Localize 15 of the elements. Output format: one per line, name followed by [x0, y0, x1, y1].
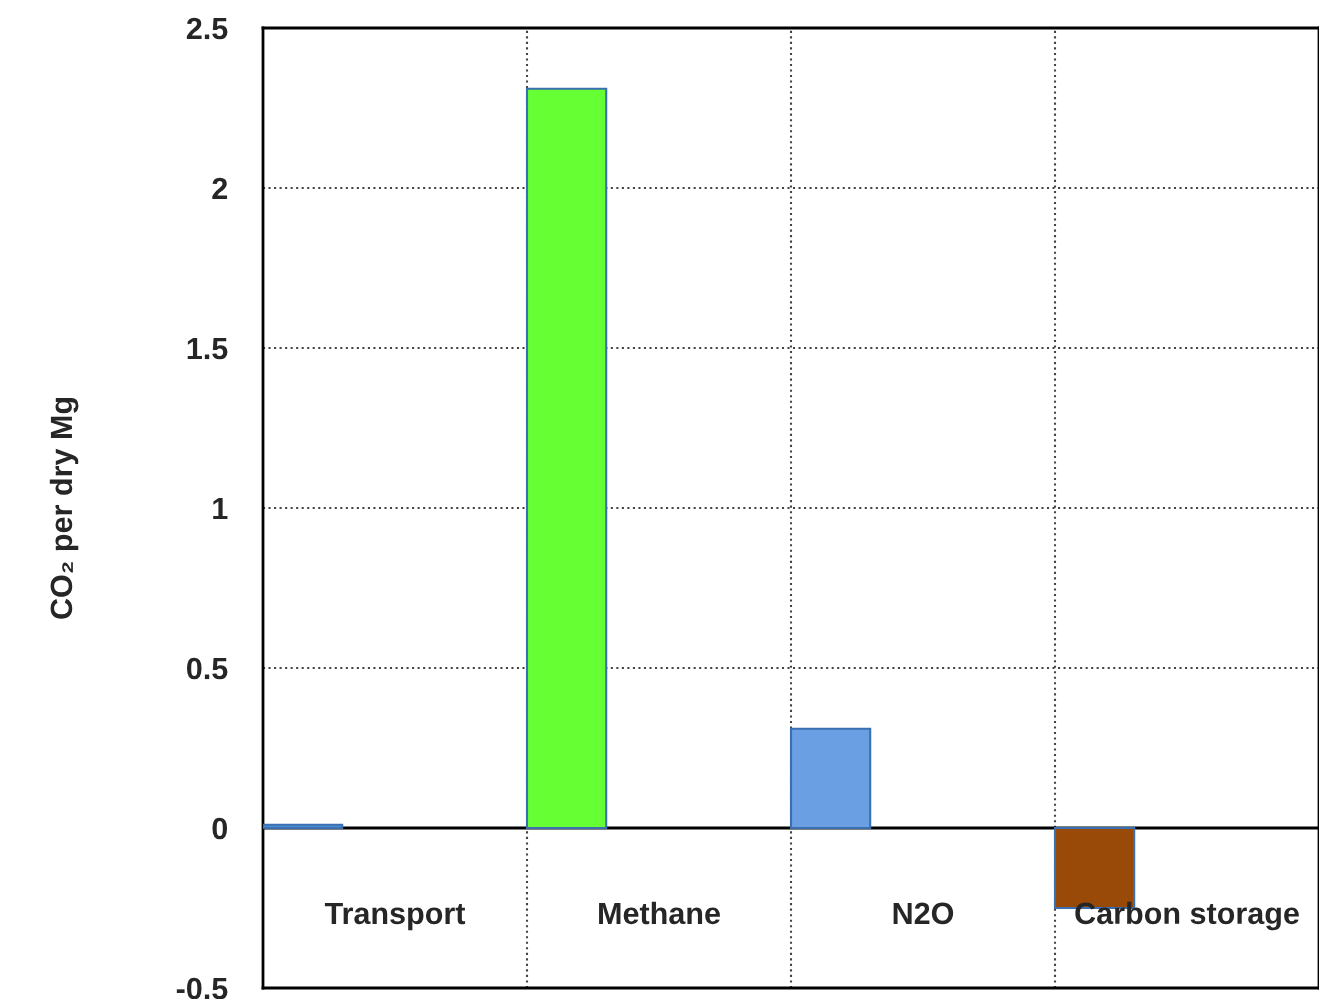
y-tick-label: 0.5 — [187, 657, 228, 680]
y-tick-label: 2.5 — [186, 17, 228, 40]
bar — [263, 823, 344, 830]
x-tick-label: Transport — [324, 902, 466, 931]
x-tick-label: Carbon storage — [1075, 901, 1299, 931]
y-tick-label: 0 — [212, 817, 228, 840]
y-tick-label: 1 — [213, 498, 228, 520]
bar — [525, 87, 608, 830]
y-axis-title: CO₂ per dry Mg — [49, 397, 79, 619]
y-tick-label: 2 — [212, 177, 228, 200]
y-tick-label: -0.5 — [176, 977, 228, 999]
x-tick-label: N2O — [893, 902, 954, 925]
x-tick-label: Methane — [599, 901, 720, 925]
y-tick-label: 1.5 — [187, 338, 228, 360]
bar — [789, 727, 872, 830]
